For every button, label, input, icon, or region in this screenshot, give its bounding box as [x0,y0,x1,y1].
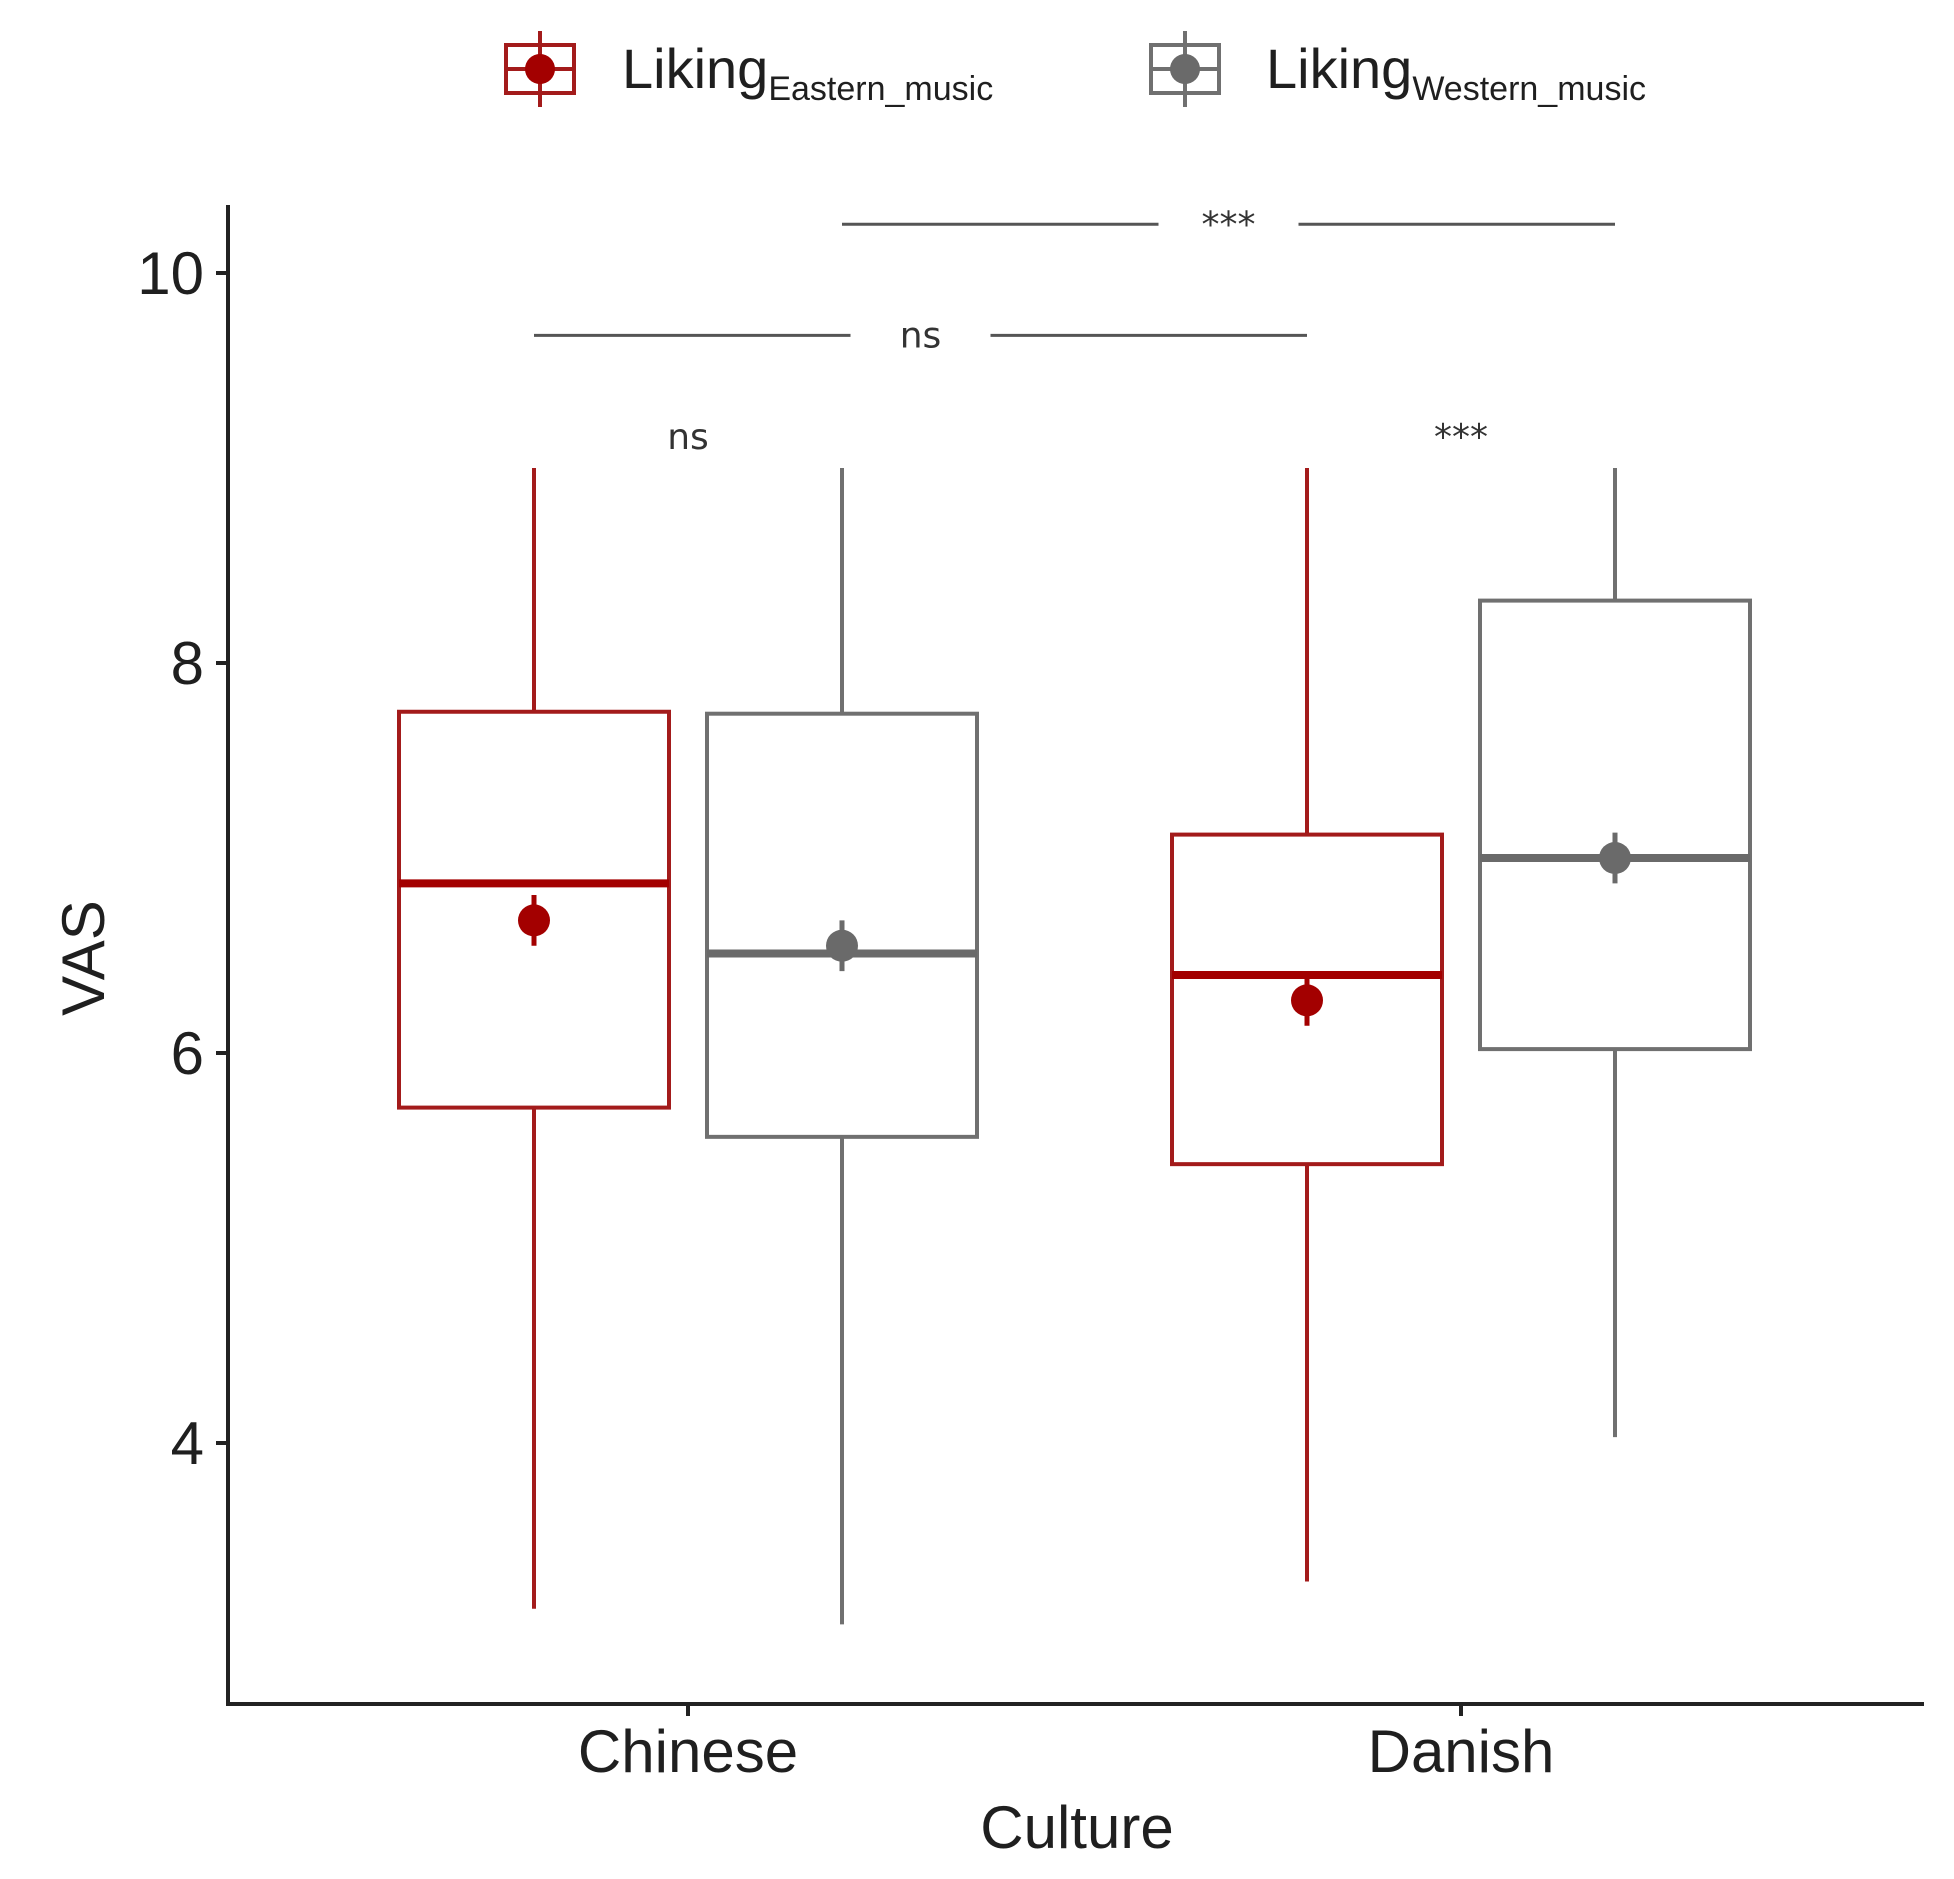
legend-item-western: LikingWestern_music [1149,31,1646,108]
box-western-chinese [705,468,979,1625]
box-eastern-danish [1170,468,1444,1582]
x-axis: Chinese Danish [226,1702,1924,1785]
box-western-chinese-mean-point [826,929,858,962]
box-eastern-danish-mean-point [1291,984,1323,1017]
legend-item-eastern: LikingEastern_music [504,31,993,108]
legend-label-eastern-main: Liking [622,37,768,100]
y-axis: 4 6 8 10 [137,205,230,1706]
box-western-danish-mean-point [1599,842,1631,874]
legend-key-western [1149,31,1221,107]
significance-label-between-2: ns [900,315,942,356]
y-tick-label-4: 4 [171,1410,204,1477]
y-ticks: 4 6 8 10 [137,240,228,1477]
box-eastern-chinese-mean-point [518,904,550,937]
x-tick-label-danish: Danish [1368,1718,1555,1785]
y-tick-label-10: 10 [137,240,204,307]
legend-label-western-main: Liking [1266,37,1412,100]
legend: LikingEastern_music LikingWestern_music [504,31,1646,108]
box-plots [397,468,1752,1625]
legend-key-eastern [504,31,576,107]
significance-annotations: ns *** ns *** [534,204,1615,458]
x-axis-title: Culture [980,1794,1173,1861]
significance-label-danish: *** [1434,417,1488,458]
y-tick-label-8: 8 [171,630,204,697]
significance-label-chinese: ns [667,417,709,458]
box-western-danish-iqr-box [1478,598,1752,1052]
box-western-danish [1478,468,1752,1438]
x-tick-label-chinese: Chinese [578,1718,798,1785]
legend-label-western: LikingWestern_music [1266,37,1646,108]
legend-label-eastern: LikingEastern_music [622,37,993,108]
legend-label-western-sub: Western_music [1412,70,1646,108]
significance-label-between-3: *** [1202,204,1256,245]
x-ticks: Chinese Danish [578,1704,1554,1785]
box-eastern-chinese [397,468,671,1609]
y-tick-label-6: 6 [171,1020,204,1087]
legend-label-eastern-sub: Eastern_music [768,70,993,108]
y-axis-title: VAS [50,900,117,1016]
